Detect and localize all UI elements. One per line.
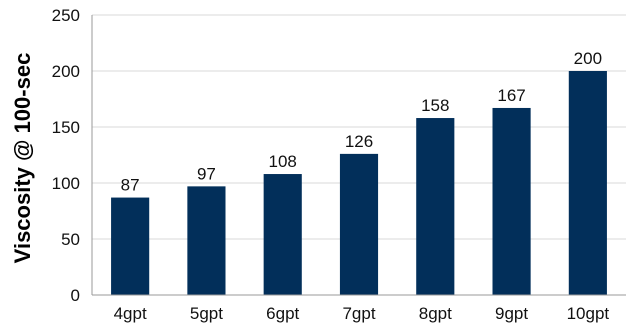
y-tick-label: 50 — [61, 230, 80, 249]
data-label: 108 — [269, 152, 297, 171]
data-label: 87 — [121, 176, 140, 195]
gridlines — [92, 14, 626, 240]
x-tick-label: 7gpt — [342, 304, 375, 323]
bar — [416, 118, 455, 295]
y-tick-label: 200 — [52, 62, 80, 81]
data-label: 158 — [421, 96, 449, 115]
bar — [187, 186, 226, 295]
data-label: 167 — [497, 86, 525, 105]
axes — [91, 15, 626, 296]
data-labels: 87 97 108 126 158 167 200 — [121, 49, 602, 195]
data-label: 126 — [345, 132, 373, 151]
x-tick-label: 8gpt — [419, 304, 452, 323]
y-tick-labels: 0 50 100 150 200 250 — [52, 6, 80, 305]
x-tick-label: 10gpt — [567, 304, 610, 323]
x-tick-labels: 4gpt 5gpt 6gpt 7gpt 8gpt 9gpt 10gpt — [114, 304, 610, 323]
bar — [492, 107, 531, 296]
x-tick-label: 6gpt — [266, 304, 299, 323]
y-axis-title: Viscosity @ 100-sec — [10, 53, 35, 264]
data-label: 200 — [574, 49, 602, 68]
y-tick-label: 250 — [52, 6, 80, 25]
x-tick-label: 9gpt — [495, 304, 528, 323]
y-tick-label: 100 — [52, 174, 80, 193]
data-label: 97 — [197, 164, 216, 183]
x-tick-label: 5gpt — [190, 304, 223, 323]
bar — [263, 174, 302, 295]
bar — [568, 71, 607, 295]
y-tick-label: 0 — [71, 286, 80, 305]
bar-series — [111, 71, 607, 296]
bar — [339, 153, 379, 295]
x-tick-label: 4gpt — [114, 304, 147, 323]
bar — [111, 197, 150, 295]
y-tick-label: 150 — [52, 118, 80, 137]
